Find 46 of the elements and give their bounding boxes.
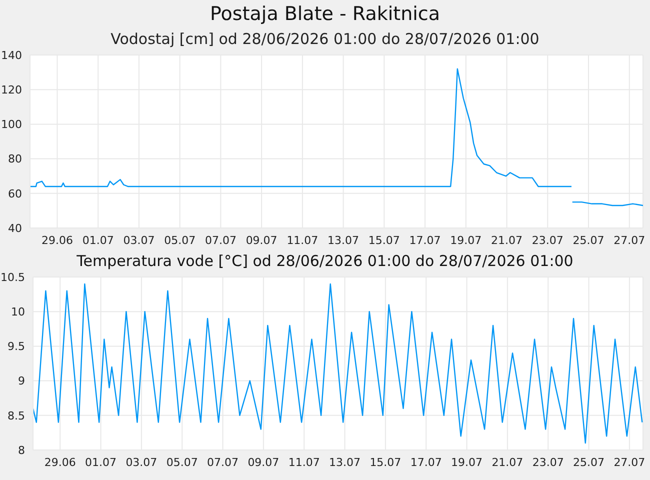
y-tick-label: 40	[8, 222, 22, 235]
x-tick-label: 05.07	[164, 234, 196, 247]
y-tick-label: 120	[1, 84, 22, 97]
y-tick-label: 60	[8, 187, 22, 200]
x-tick-label: 25.07	[573, 456, 605, 469]
y-tick-label: 8	[18, 444, 25, 457]
y-tick-label: 9.5	[8, 340, 25, 354]
x-tick-label: 23.07	[532, 234, 564, 247]
line-series	[33, 283, 643, 444]
x-tick-label: 25.07	[572, 234, 604, 247]
x-tick-label: 13.07	[329, 456, 361, 469]
x-tick-label: 19.07	[451, 456, 483, 469]
x-tick-label: 03.07	[126, 456, 158, 469]
chart-title: Temperatura vode [°C] od 28/06/2026 01:00 do 28/07/2026 01:00	[76, 251, 574, 270]
x-tick-label: 29.06	[41, 234, 73, 247]
y-tick-label: 10.5	[0, 270, 25, 284]
chart-title: Postaja Blate - Rakitnica	[209, 2, 441, 27]
y-tick-label: 8.5	[8, 409, 25, 422]
x-tick-label: 27.07	[614, 456, 646, 469]
x-tick-label: 05.07	[166, 456, 198, 469]
x-tick-label: 17.07	[410, 456, 442, 469]
y-tick-label: 80	[8, 152, 22, 166]
chart-subtitle: Vodostaj [cm] od 28/06/2026 01:00 do 28/07/2026 01:00	[110, 29, 540, 48]
x-tick-label: 21.07	[491, 234, 523, 247]
x-tick-label: 11.07	[288, 456, 320, 469]
y-tick-label: 10	[11, 306, 25, 319]
x-tick-label: 15.07	[368, 234, 400, 247]
y-tick-label: 9	[18, 374, 25, 388]
x-tick-label: 07.07	[207, 456, 239, 469]
x-tick-label: 01.07	[82, 234, 114, 247]
x-tick-label: 21.07	[492, 456, 524, 469]
x-tick-label: 11.07	[286, 234, 318, 247]
x-tick-label: 09.07	[248, 456, 280, 469]
x-tick-label: 29.06	[44, 456, 76, 469]
x-tick-label: 15.07	[370, 456, 402, 469]
x-tick-label: 23.07	[532, 456, 564, 469]
x-tick-label: 17.07	[409, 234, 441, 247]
x-tick-label: 27.07	[614, 234, 646, 247]
x-tick-label: 03.07	[123, 234, 155, 247]
x-tick-label: 19.07	[450, 234, 482, 247]
y-tick-label: 140	[1, 48, 22, 62]
y-tick-label: 100	[1, 118, 22, 132]
x-tick-label: 07.07	[204, 234, 236, 247]
x-tick-label: 09.07	[246, 234, 278, 247]
x-tick-label: 13.07	[328, 234, 360, 247]
x-tick-label: 01.07	[85, 456, 117, 469]
